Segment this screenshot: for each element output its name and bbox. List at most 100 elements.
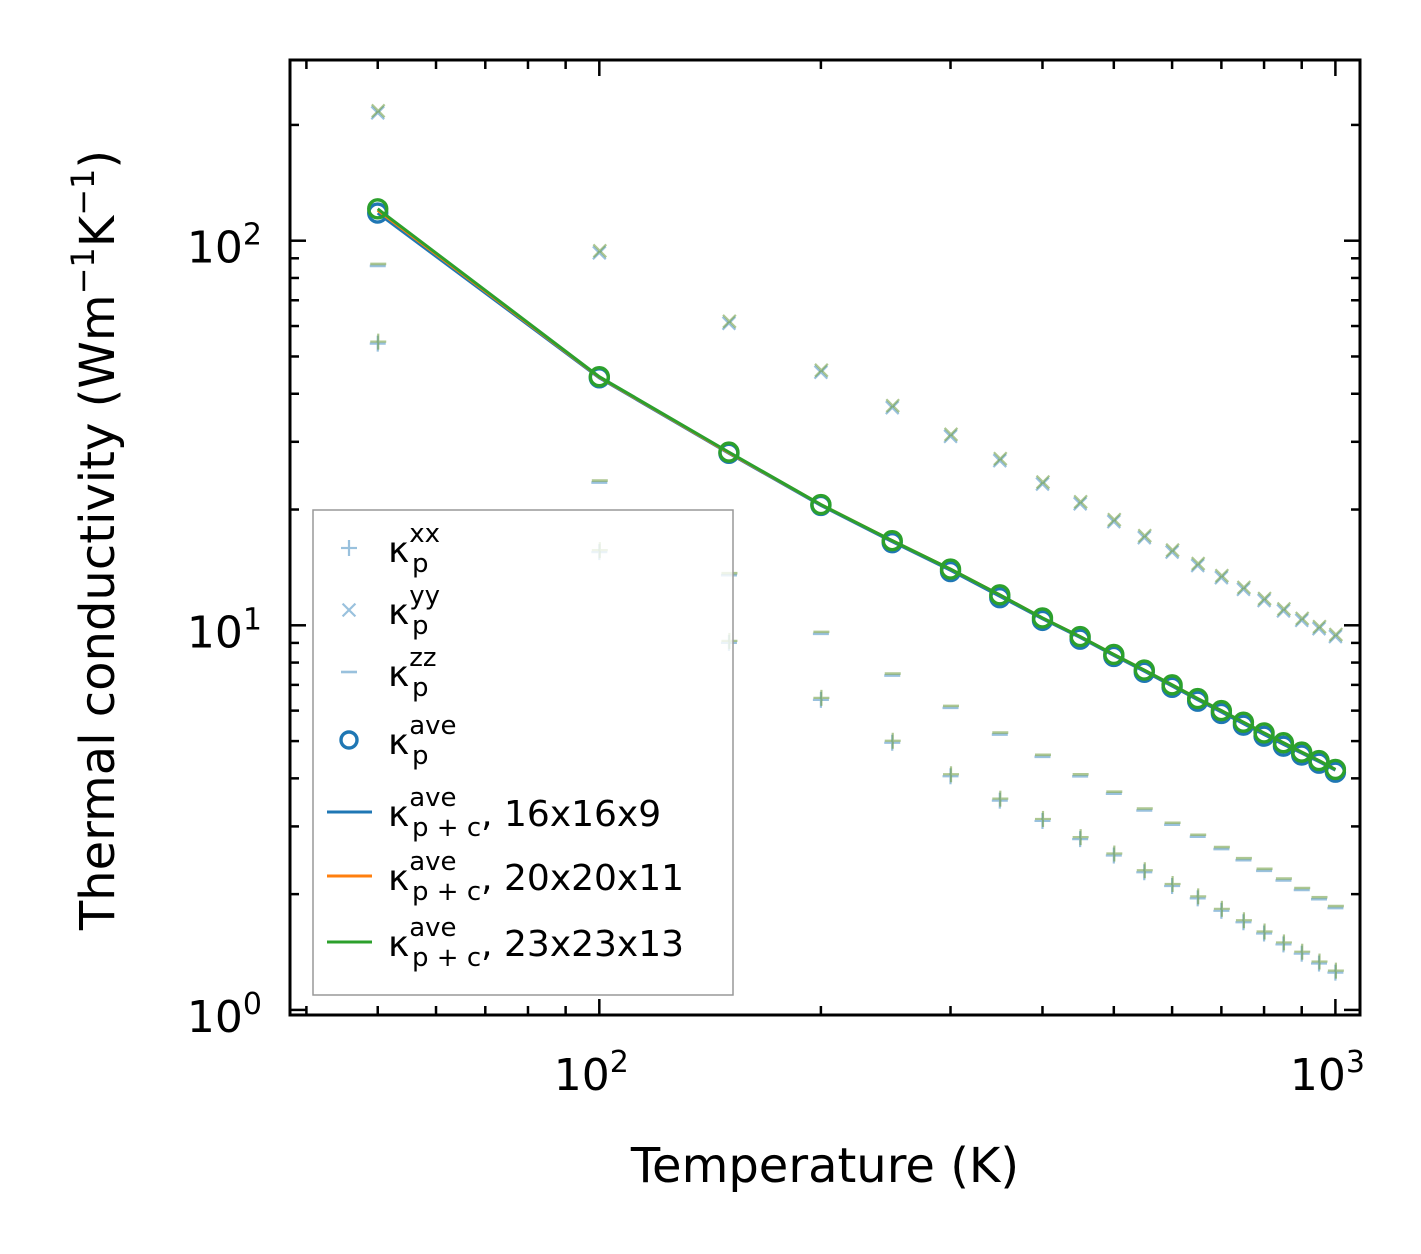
kappa_p_yy-overlay-point-3 (814, 363, 829, 378)
kappa_pc_ave_23-circle-18 (1308, 749, 1330, 772)
kappa_p_yy-overlay-point-12-b (1191, 556, 1206, 571)
kappa_p_yy-overlay-point-18 (1312, 619, 1327, 634)
kappa_p_yy-overlay-point-13-b (1214, 568, 1230, 583)
kappa_pc_ave_23x23x13-line (376, 207, 1337, 771)
legend-swatch-kappa_p_yy-b (341, 602, 357, 618)
y-tick-label: 102 (187, 218, 262, 274)
kappa_p_xx-overlay-point-6 (992, 790, 1009, 807)
kappa_pc_ave_23-circle-16 (1272, 732, 1295, 754)
kappa_p_yy-overlay-point-9-b (1107, 512, 1122, 527)
legend-label-kappa_pc_ave_20x20x11: κave p + c, 20x20x11 (388, 847, 684, 907)
kappa_p_yy-overlay-point-13 (1214, 568, 1230, 583)
legend-label-kappa_p_yy: κyy p (388, 581, 440, 641)
kappa_p_yy-overlay-point-10 (1137, 528, 1152, 543)
kappa_pc_ave_23-circle-10 (1133, 659, 1155, 681)
kappa_p_xx-overlay-point-10 (1136, 862, 1153, 879)
kappa_pc_ave_23-circle-12 (1186, 687, 1209, 710)
kappa_pc_ave_23-circle-5 (939, 558, 962, 580)
legend-swatch-kappa_p_yy (341, 602, 357, 618)
kappa_p_xx-overlay-point-19 (1327, 962, 1344, 979)
kappa_pc_ave_23-circle-15 (1253, 722, 1275, 744)
legend-label-kappa_pc_ave_23x23x13: κave p + c, 23x23x13 (388, 913, 684, 973)
legend-label-kappa_p_ave: κave p (388, 711, 457, 771)
kappa_p_yy-overlay-point-1-b (592, 243, 607, 258)
legend-label-kappa_p_xx: κxx p (388, 519, 440, 579)
kappa_p_xx-overlay-point-16 (1275, 934, 1292, 951)
kappa_p_xx-overlay-point-3 (813, 689, 830, 706)
legend-swatch-kappa_p_ave (339, 730, 359, 750)
kappa_pc_ave_23-circle-17 (1291, 741, 1313, 763)
kappa_pc_ave_23-circle-7 (1031, 607, 1054, 629)
kappa_pc_ave_23-circle-13 (1210, 699, 1233, 722)
kappa_pc_ave_23-circle-1 (588, 365, 611, 388)
kappa_pc_ave_23-circle-2 (718, 441, 740, 463)
kappa_p_yy-overlay-point-7-b (1035, 474, 1051, 490)
kappa_p_xx-overlay-point-5 (943, 766, 960, 783)
kappa_p_yy-overlay-point-2-b (722, 314, 737, 329)
kappa_p_yy-overlay-point-16 (1276, 601, 1292, 617)
kappa_p_yy-overlay-point-14-b (1236, 580, 1252, 595)
kappa_p_yy-overlay-point-10-b (1137, 528, 1152, 543)
kappa_pc_ave_23-circle-8 (1069, 625, 1091, 648)
kappa_p_yy-overlay-point-19-b (1328, 627, 1344, 642)
kappa_p_xx-overlay-point-8 (1072, 829, 1089, 846)
kappa_p_yy-overlay-point-4 (885, 398, 900, 413)
y-tick-label: 101 (187, 602, 262, 658)
kappa_p_xx-overlay-point-9 (1106, 845, 1123, 862)
kappa_pc_ave_23-circle-6 (989, 584, 1011, 606)
kappa_p_xx-overlay-point-0 (370, 333, 387, 350)
kappa_p_yy-overlay-point-15-b (1257, 591, 1272, 606)
kappa_p_yy-overlay-point-7 (1035, 474, 1051, 490)
kappa_p_yy-overlay-point-5-b (943, 427, 959, 442)
plot-frame (288, 58, 1362, 1017)
kappa_p_yy-overlay-point-1 (592, 243, 607, 258)
kappa_p_yy-overlay-point-0-b (371, 103, 386, 119)
kappa_p_yy-overlay-point-0 (371, 103, 386, 119)
kappa_pc_ave_23-circle-14 (1232, 711, 1255, 733)
kappa_p_yy-overlay-point-14 (1236, 580, 1252, 595)
kappa_pc_ave_23-circle-0 (367, 198, 389, 220)
plot-inner (367, 103, 1347, 981)
legend-label-kappa_p_zz: κzz p (388, 643, 437, 703)
x-tick-label: 102 (554, 1045, 629, 1101)
kappa_p_yy-overlay-point-18-b (1312, 619, 1327, 634)
kappa_p_yy-overlay-point-8-b (1073, 494, 1088, 509)
kappa_p_xx-overlay-point-14 (1235, 912, 1252, 929)
legend-swatch-kappa_p_yy-a (341, 602, 357, 618)
axis-labels: Temperature (K) Thermal conductivity (Wm… (64, 150, 1019, 1194)
legend-label-kappa_pc_ave_16x16x9: κave p + c, 16x16x9 (388, 783, 661, 843)
legend-swatch-kappa_p_xx (341, 540, 357, 556)
kappa_p_yy-overlay-point-16-b (1276, 601, 1292, 617)
kappa_p_yy-overlay-point-8 (1073, 494, 1088, 509)
axes: 102 103 100 101 102 (187, 58, 1365, 1101)
kappa_p_yy-overlay-point-6 (993, 451, 1008, 466)
kappa_p_yy-overlay-point-2 (722, 314, 737, 329)
kappa_pc_ave_23-circle-19 (1324, 758, 1347, 781)
kappa_p_yy-overlay-point-12 (1191, 556, 1206, 571)
kappa_pc_ave_23-circle-4 (881, 529, 903, 552)
kappa_p_yy-overlay-point-5 (943, 427, 959, 442)
kappa_p_yy-overlay-point-17-b (1295, 611, 1310, 626)
y-axis-label: Thermal conductivity (Wm−1K−1) (64, 150, 126, 931)
plot-area (367, 103, 1347, 981)
kappa_p_xx-overlay-point-17 (1294, 943, 1311, 960)
kappa_p_yy-overlay-point-4-b (885, 398, 900, 413)
kappa_p_yy-overlay-point-11 (1165, 542, 1180, 558)
y-tick-label: 100 (187, 987, 262, 1043)
kappa_p_xx-overlay-point-13 (1213, 900, 1230, 917)
kappa_pc_ave_23-circle-9 (1103, 643, 1125, 666)
kappa_pc_ave_23-circle-11 (1161, 674, 1183, 696)
kappa_p_yy-overlay-point-3-b (814, 363, 829, 378)
legend-box (312, 509, 734, 996)
x-axis-label: Temperature (K) (630, 1138, 1019, 1194)
kappa_p_yy-overlay-point-6-b (993, 451, 1008, 466)
x-tick-label: 103 (1290, 1045, 1365, 1101)
kappa_p_yy-overlay-point-11-b (1165, 542, 1180, 558)
kappa_p_xx-overlay-point-11 (1164, 875, 1181, 892)
kappa_p_xx-overlay-point-4 (884, 732, 901, 749)
kappa_p_xx-overlay-point-12 (1190, 888, 1207, 905)
kappa_pc_ave_23-circle-3 (810, 493, 832, 516)
kappa_p_xx-overlay-point-18 (1311, 953, 1328, 970)
kappa_p_yy-overlay-point-9 (1107, 512, 1122, 527)
